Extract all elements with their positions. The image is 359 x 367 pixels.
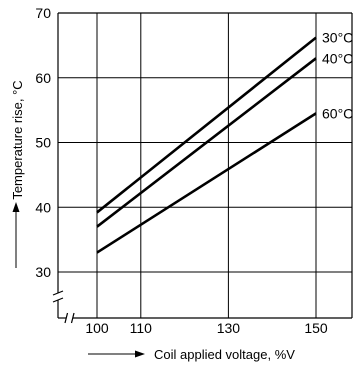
y-tick-label: 50 [35, 135, 51, 151]
y-axis-label: Temperature rise, °C [10, 80, 25, 199]
tick-labels: 30 40 50 60 70 100 110 130 150 [35, 5, 327, 336]
y-tick-label: 70 [35, 5, 51, 21]
y-axis-break-mark [52, 297, 64, 303]
y-tick-label: 30 [35, 264, 51, 280]
x-tick-label: 100 [85, 320, 109, 336]
grid [58, 12, 352, 318]
x-axis-break-mark [70, 312, 75, 324]
x-axis-arrow-head [135, 350, 145, 358]
series-line [96, 36, 317, 214]
series-label: 40°C [322, 50, 353, 66]
series-lines: 30°C 40°C 60°C [96, 30, 353, 254]
y-tick-label: 40 [35, 199, 51, 215]
series-line [96, 57, 317, 228]
x-tick-label: 110 [130, 320, 153, 336]
series-line [96, 112, 317, 254]
x-tick-label: 150 [304, 320, 328, 336]
x-tick-label: 130 [217, 320, 241, 336]
y-axis-label-group: Temperature rise, °C [10, 80, 25, 268]
x-axis-label: Coil applied voltage, %V [154, 347, 295, 362]
x-axis-break-mark [64, 312, 69, 324]
x-axis-label-group: Coil applied voltage, %V [88, 347, 295, 362]
y-tick-label: 60 [35, 70, 51, 86]
y-axis-break-mark [52, 290, 64, 296]
plot-frame [52, 12, 353, 324]
y-axis-arrow-head [12, 202, 20, 212]
series-label: 30°C [322, 30, 353, 46]
series-label: 60°C [322, 105, 353, 121]
